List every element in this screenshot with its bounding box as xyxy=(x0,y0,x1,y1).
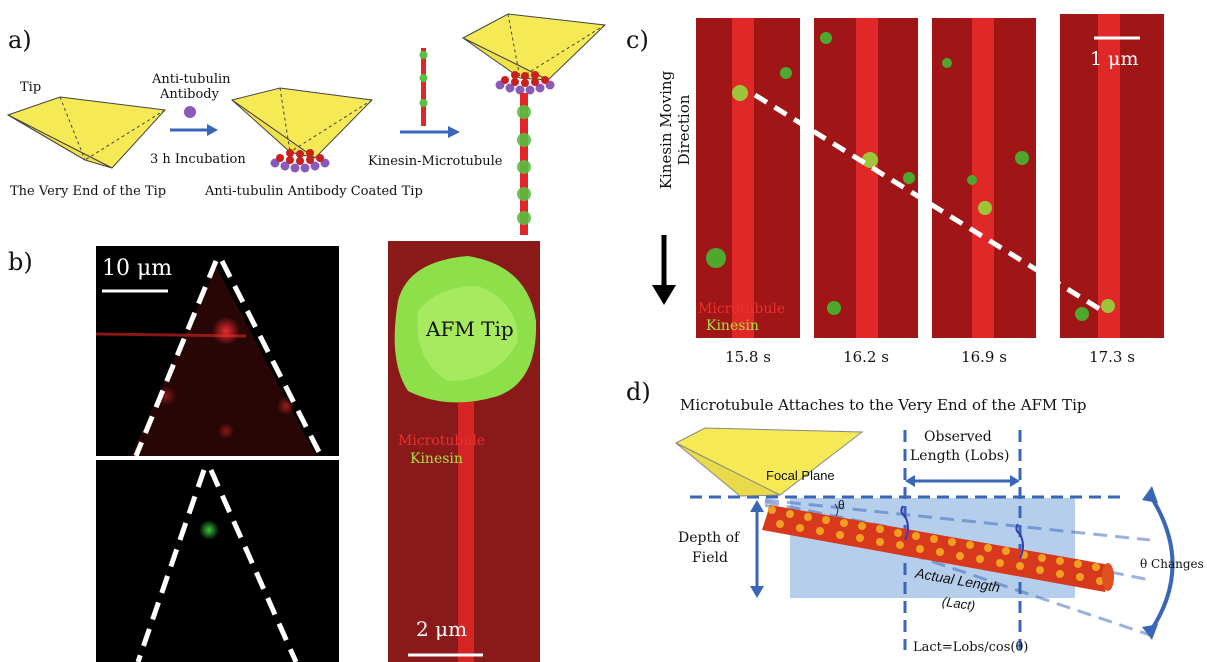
time-label-1: 15.8 s xyxy=(725,348,771,366)
focal-plane-label: Focal Plane xyxy=(766,468,835,483)
kinesin-mt-label: Kinesin-Microtubule xyxy=(368,154,503,169)
theta-changes-label: θ Changes xyxy=(1140,557,1204,571)
fluorescence-image-red: 10 μm xyxy=(96,246,339,456)
panel-a-label: a) xyxy=(8,26,32,54)
tip-label: Tip xyxy=(20,80,42,95)
observed-label-2: Length (Lobs) xyxy=(910,448,1010,464)
coated-tip xyxy=(230,87,374,159)
time-frame-2 xyxy=(814,18,918,338)
incubation-label: 3 h Incubation xyxy=(150,152,246,167)
microtubule-rod xyxy=(762,505,1114,592)
length-formula: Lact=Lobs/cos(θ) xyxy=(913,640,1029,655)
tip3-antibody-coating xyxy=(495,71,555,95)
depth-label-1: Depth of xyxy=(678,530,740,546)
antibody-coating xyxy=(270,149,330,173)
very-end-label: The Very End of the Tip xyxy=(10,184,167,199)
antibody-label-1: Anti-tubulin xyxy=(152,72,231,87)
depth-label-2: Field xyxy=(692,550,728,566)
afm-tip-label: AFM Tip xyxy=(426,317,514,341)
antibody-dot xyxy=(184,106,196,118)
scale-bar-10um: 10 μm xyxy=(102,256,173,281)
time-label-2: 16.2 s xyxy=(843,348,889,366)
time-frame-1: Microtubule Kinesin xyxy=(696,18,800,338)
scale-bar-1um: 1 μm xyxy=(1090,48,1139,70)
panel-c-label: c) xyxy=(626,26,649,54)
afm-tip-pyramid xyxy=(6,96,167,169)
afm-tip-image: AFM Tip Microtubule Kinesin 2 μm xyxy=(388,241,540,662)
microtubule-label-c: Microtubule xyxy=(698,301,786,317)
panel-b-label: b) xyxy=(8,248,33,276)
time-frame-3 xyxy=(932,18,1036,338)
kinesin-label-c: Kinesin xyxy=(706,318,759,334)
microtubule-label-b: Microtubule xyxy=(398,433,486,449)
theta-label: θ xyxy=(838,498,845,512)
time-frame-4: 1 μm xyxy=(1060,14,1164,338)
observed-label-1: Observed xyxy=(924,429,992,445)
panel-d-title: Microtubule Attaches to the Very End of … xyxy=(680,396,1087,414)
fluorescence-image-green xyxy=(96,460,339,662)
scale-bar-2um: 2 μm xyxy=(416,617,468,641)
time-label-3: 16.9 s xyxy=(961,348,1007,366)
kinesin-label-b: Kinesin xyxy=(410,451,463,467)
panel-d-label: d) xyxy=(626,378,651,406)
coated-tip-label: Anti-tubulin Antibody Coated Tip xyxy=(205,184,423,199)
time-label-4: 17.3 s xyxy=(1089,348,1135,366)
antibody-label-2: Antibody xyxy=(160,87,219,102)
